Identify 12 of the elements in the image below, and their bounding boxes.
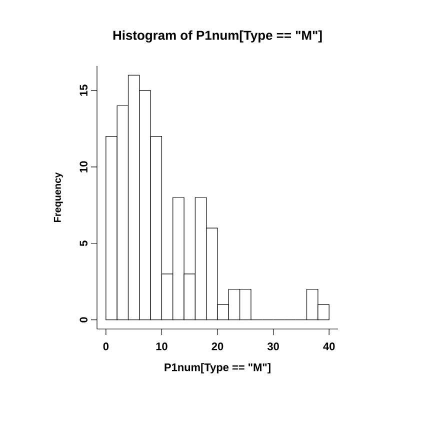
x-tick-label: 10 [156, 342, 168, 350]
y-tick-label: 5 [80, 240, 88, 246]
y-axis-title: Frequency [54, 172, 63, 222]
x-tick-label: 40 [323, 342, 335, 350]
x-tick-label: 0 [103, 342, 109, 350]
y-tick-label: 0 [80, 317, 88, 322]
x-axis-title: P1num[Type == "M"] [164, 363, 270, 374]
y-tick-label: 10 [80, 161, 88, 172]
x-tick-label: 20 [212, 342, 224, 350]
chart-title: Histogram of P1num[Type == "M"] [113, 30, 322, 43]
x-tick-label: 30 [267, 342, 279, 350]
y-tick-label: 15 [80, 84, 88, 96]
